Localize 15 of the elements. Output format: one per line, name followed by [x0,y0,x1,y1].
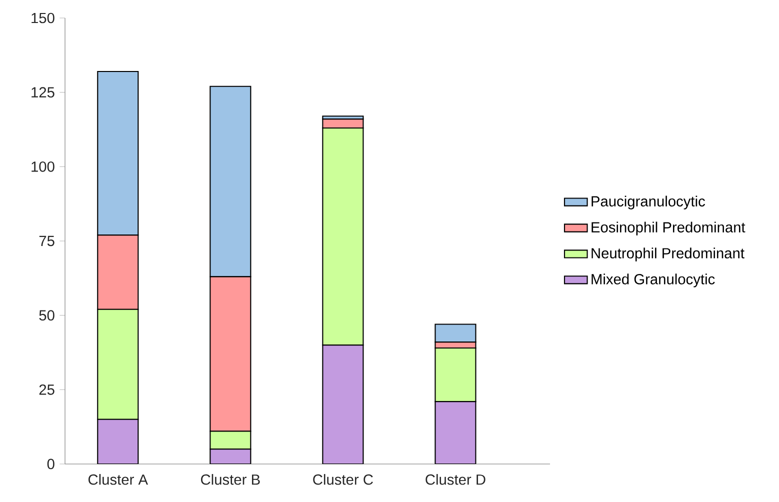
y-tick-label: 50 [39,310,54,321]
y-tick-label: 150 [32,12,54,24]
y-tick-label: 100 [32,161,54,172]
legend-label: Eosinophil Predominant [592,222,746,236]
legend-label: Neutrophil Predominant [592,248,744,262]
x-tick-label: Cluster D [426,474,486,485]
y-tick-label: 25 [39,384,54,395]
x-tick-label: Cluster A [88,474,148,485]
y-tick-label: 125 [32,87,54,98]
legend-label: Mixed Granulocytic [592,274,715,288]
legend-label: Paucigranulocytic [592,196,705,210]
x-tick-label: Cluster B [201,474,260,485]
x-tick-label: Cluster C [313,474,373,485]
y-tick-label: 75 [39,236,54,246]
y-tick-label: 0 [47,458,54,470]
